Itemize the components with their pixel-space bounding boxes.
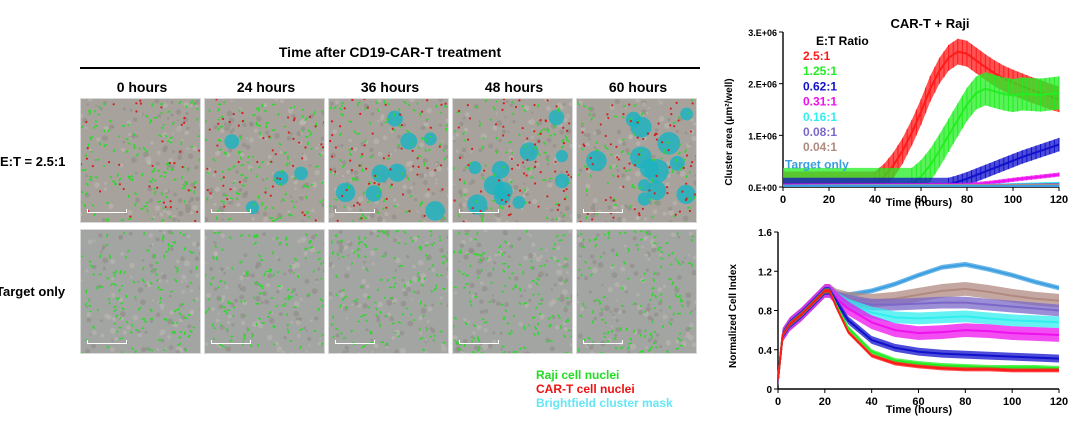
- micrograph-image: [577, 230, 696, 353]
- error-band: [778, 284, 1059, 386]
- y-tick-label: 1.6: [758, 228, 772, 239]
- x-tick-label: 20: [819, 396, 831, 408]
- micrograph-image: [329, 230, 448, 353]
- scale-bar: [87, 209, 127, 213]
- micrograph-image: [81, 99, 200, 222]
- scale-bar: [211, 340, 251, 344]
- y-tick-label: 0: [766, 385, 772, 396]
- x-tick-label: 0: [780, 194, 786, 206]
- y-tick-label: 2.E+06: [748, 80, 777, 90]
- micrograph-panel: [452, 229, 573, 354]
- x-tick-label: 60: [912, 396, 924, 408]
- x-tick-label: 80: [961, 194, 973, 206]
- micrograph-image: [205, 99, 324, 222]
- y-tick-label: 1.E+06: [748, 131, 777, 141]
- x-axis-label: Time (hours): [886, 404, 953, 416]
- micrograph-panel: [452, 98, 573, 223]
- legend-entry: 0.62:1: [803, 79, 837, 93]
- scale-bar: [335, 209, 375, 213]
- y-axis-label: Cluster area (μm²/well): [724, 78, 735, 185]
- row-label-et-ratio: E:T = 2.5:1: [0, 154, 66, 169]
- x-tick-label: 20: [823, 194, 835, 206]
- micrograph-image: [577, 99, 696, 222]
- legend-entry: 2.5:1: [803, 49, 831, 63]
- figure-title: Time after CD19-CAR-T treatment: [278, 44, 502, 60]
- legend-brightfield-mask: Brightfield cluster mask: [536, 396, 673, 410]
- column-label-48h: 48 hours: [484, 79, 544, 95]
- micrograph-panel: [328, 229, 449, 354]
- row-label-target-only: Target only: [0, 284, 66, 299]
- title-underline: [80, 67, 700, 69]
- axes: 0 20 40 60 80 100 120 0 0.4 0.8 1.2 1.6: [758, 228, 1068, 408]
- micrograph-image: [453, 230, 572, 353]
- y-tick-label: 0.4: [758, 346, 772, 357]
- series-line: [777, 289, 1059, 380]
- series-7: [777, 288, 1059, 382]
- scale-bar: [583, 340, 623, 344]
- micrograph-panel: [80, 229, 201, 354]
- scale-bar: [459, 209, 499, 213]
- x-tick-label: 60: [915, 194, 927, 206]
- scale-bar: [459, 340, 499, 344]
- series-1-25-1: [783, 72, 1060, 187]
- cell-index-chart: Normalized Cell Index Time (hours) 0 20 40…: [728, 228, 1068, 416]
- legend: 2.5:11.25:10.62:1 0.31:10.16:10.08:10.04:…: [785, 49, 849, 171]
- legend-cart-nuclei: CAR-T cell nuclei: [536, 382, 635, 396]
- series-0-62-1: [783, 137, 1060, 187]
- column-label-0h: 0 hours: [116, 79, 168, 95]
- micrograph-panel: [328, 98, 449, 223]
- cluster-area-chart: CAR-T + Raji Cluster area (μm²/well) Tim…: [724, 16, 1068, 209]
- x-tick-label: 40: [869, 194, 881, 206]
- micrograph-image: [81, 230, 200, 353]
- legend-raji-nuclei: Raji cell nuclei: [536, 368, 620, 382]
- micrograph-image: [205, 230, 324, 353]
- legend-entry: 0.08:1: [803, 125, 837, 139]
- legend-title: E:T Ratio: [816, 34, 869, 48]
- micrograph-panel: [576, 229, 697, 354]
- column-label-60h: 60 hours: [608, 79, 668, 95]
- legend-entry: 0.16:1: [803, 110, 837, 124]
- micrograph-image: [453, 99, 572, 222]
- x-tick-label: 80: [959, 396, 971, 408]
- legend-entry: 0.31:1: [803, 95, 837, 109]
- series-target-only: [783, 184, 1060, 187]
- error-band: [778, 286, 1059, 384]
- x-tick-label: 100: [1004, 194, 1022, 206]
- scale-bar: [335, 340, 375, 344]
- chart-title: CAR-T + Raji: [890, 16, 969, 31]
- error-band: [778, 282, 1059, 387]
- error-band: [778, 288, 1059, 382]
- micrograph-panel: [80, 98, 201, 223]
- x-tick-label: 120: [1050, 194, 1068, 206]
- y-axis-label: Normalized Cell Index: [728, 264, 739, 368]
- y-tick-label: 0.E+00: [748, 183, 777, 193]
- x-tick-label: 0: [775, 396, 781, 408]
- scale-bar: [87, 340, 127, 344]
- x-tick-label: 40: [866, 396, 878, 408]
- micrograph-panel: [204, 98, 325, 223]
- axes: 0 20 40 60 80 100 120 0.E+00 1.E+06 2.E+06 3.E+06: [748, 28, 1068, 206]
- x-tick-label: 120: [1050, 396, 1068, 408]
- y-tick-label: 1.2: [758, 267, 772, 278]
- y-tick-label: 0.8: [758, 307, 772, 318]
- scale-bar: [211, 209, 251, 213]
- x-tick-label: 100: [1003, 396, 1021, 408]
- legend-entry: 0.04:1: [803, 140, 837, 154]
- legend-entry: 1.25:1: [803, 64, 837, 78]
- micrograph-panel: [576, 98, 697, 223]
- y-tick-label: 3.E+06: [748, 28, 777, 38]
- micrograph-panel: [204, 229, 325, 354]
- legend-entry: Target only: [785, 157, 849, 171]
- scale-bar: [583, 209, 623, 213]
- column-label-36h: 36 hours: [360, 79, 420, 95]
- x-axis-label: Time (hours): [886, 197, 953, 209]
- column-label-24h: 24 hours: [236, 79, 296, 95]
- micrograph-image: [329, 99, 448, 222]
